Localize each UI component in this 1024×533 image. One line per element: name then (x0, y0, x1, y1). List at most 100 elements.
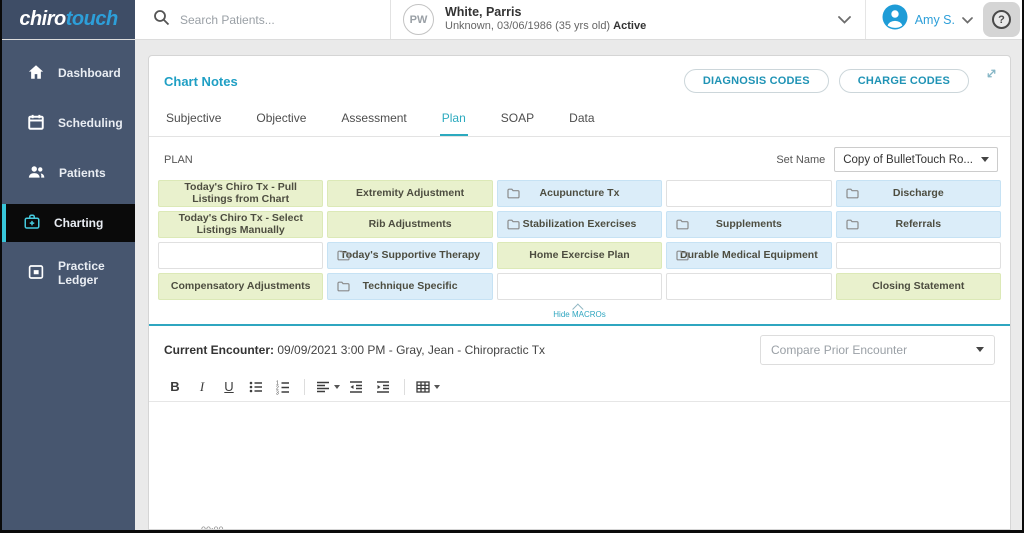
folder-icon (676, 219, 689, 234)
macro-button[interactable]: Acupuncture Tx (496, 180, 663, 207)
sidebar-item-label: Dashboard (58, 66, 121, 80)
underline-button[interactable]: U (224, 379, 234, 395)
hide-macros-toggle[interactable]: Hide MACROs (149, 300, 1010, 324)
sidebar-item-charting[interactable]: Charting (2, 204, 135, 242)
macro-button[interactable]: Durable Medical Equipment (666, 242, 832, 269)
charge-codes-button[interactable]: CHARGE CODES (838, 69, 969, 93)
section-divider (149, 323, 1010, 326)
set-name-value: Copy of BulletTouch Ro... (843, 153, 973, 166)
panel-header: Chart Notes DIAGNOSIS CODES CHARGE CODES (149, 56, 1010, 99)
hide-macros-label: Hide MACROs (553, 310, 606, 319)
patient-status-badge: Active (613, 20, 647, 33)
macro-empty-slot (666, 180, 832, 207)
charting-icon (23, 213, 41, 234)
macro-empty-slot (496, 273, 663, 300)
diagnosis-codes-button[interactable]: DIAGNOSIS CODES (683, 69, 829, 93)
user-menu[interactable]: Amy S. (864, 0, 983, 39)
expand-icon[interactable] (985, 67, 998, 85)
tab-soap[interactable]: SOAP (500, 111, 535, 125)
outdent-button[interactable] (345, 376, 367, 398)
macro-button[interactable]: Extremity Adjustment (327, 180, 493, 207)
folder-icon (845, 219, 859, 234)
folder-icon (507, 188, 520, 203)
macro-button[interactable]: Today's Chiro Tx - Pull Listings from Ch… (158, 180, 324, 207)
sidebar-item-dashboard[interactable]: Dashboard (2, 54, 135, 92)
set-name-group: Set Name Copy of BulletTouch Ro... (776, 147, 998, 172)
note-editor[interactable]: 00:00 (149, 401, 1010, 529)
tab-data[interactable]: Data (569, 111, 595, 125)
ledger-icon (27, 263, 45, 284)
indent-button[interactable] (372, 376, 394, 398)
italic-button[interactable]: I (199, 378, 205, 394)
encounter-row: Current Encounter: 09/09/2021 3:00 PM - … (149, 326, 1010, 373)
search-icon (153, 9, 170, 31)
macro-button[interactable]: Stabilization Exercises (496, 211, 663, 238)
macro-empty-slot (158, 242, 324, 269)
patient-avatar: PW (403, 4, 434, 35)
chirotouch-logo: chiro touch (2, 0, 135, 39)
macro-button[interactable]: Compensatory Adjustments (158, 273, 324, 300)
user-menu-chevron-icon (962, 11, 973, 29)
patient-info: White, Parris Unknown, 03/06/1986 (35 yr… (445, 5, 646, 34)
help-icon: ? (992, 10, 1011, 29)
panel-header-buttons: DIAGNOSIS CODES CHARGE CODES (683, 67, 1000, 95)
macro-button[interactable]: Today's Chiro Tx - Select Listings Manua… (158, 211, 324, 238)
macro-button[interactable]: Supplements (666, 211, 832, 238)
tab-subjective[interactable]: Subjective (166, 111, 222, 125)
set-name-select[interactable]: Copy of BulletTouch Ro... (834, 147, 998, 172)
current-encounter-label: Current Encounter: (164, 342, 275, 357)
sidebar-item-practice-ledger[interactable]: Practice Ledger (2, 254, 135, 292)
user-avatar-icon (882, 4, 908, 35)
macro-button[interactable]: Home Exercise Plan (496, 242, 663, 269)
plan-section-header: PLAN Set Name Copy of BulletTouch Ro... (149, 137, 1010, 179)
folder-icon (676, 250, 689, 265)
align-button[interactable] (315, 376, 340, 398)
compare-prior-encounter-select[interactable]: Compare Prior Encounter (760, 334, 995, 365)
sidebar-item-label: Charting (54, 216, 104, 230)
page-title: Chart Notes (164, 73, 238, 89)
svg-text:1: 1 (276, 380, 279, 386)
banner-collapse-chevron-icon[interactable] (837, 11, 851, 29)
help-button[interactable]: ? (983, 2, 1020, 37)
macro-button[interactable]: Discharge (835, 180, 1001, 207)
macro-button[interactable]: Referrals (835, 211, 1001, 238)
tab-objective[interactable]: Objective (256, 111, 307, 125)
patient-banner: PW White, Parris Unknown, 03/06/1986 (35… (391, 0, 865, 39)
logo-text-chiro: chiro (19, 8, 66, 30)
macro-button[interactable]: Rib Adjustments (327, 211, 493, 238)
macro-button[interactable]: Technique Specific (327, 273, 493, 300)
folder-icon (337, 281, 350, 296)
toolbar-divider (304, 378, 305, 395)
patient-name: White, Parris (445, 4, 522, 19)
macro-button[interactable]: Closing Statement (835, 273, 1001, 300)
patients-icon (27, 163, 46, 184)
sidebar-item-scheduling[interactable]: Scheduling (2, 104, 135, 142)
svg-text:2: 2 (276, 385, 279, 391)
compare-placeholder: Compare Prior Encounter (771, 342, 908, 357)
current-encounter-text: Current Encounter: 09/09/2021 3:00 PM - … (164, 342, 546, 357)
logo-text-touch: touch (65, 8, 118, 30)
table-button[interactable] (415, 376, 440, 398)
search-input[interactable] (180, 12, 350, 27)
caret-down-icon (976, 347, 984, 353)
folder-icon (337, 250, 350, 265)
bullet-list-button[interactable] (245, 376, 267, 398)
sidebar-item-label: Patients (59, 166, 106, 180)
svg-text:3: 3 (276, 390, 279, 395)
body-row: Dashboard Scheduling Patients Charting (2, 40, 1022, 530)
bold-button[interactable]: B (170, 379, 180, 395)
tab-plan[interactable]: Plan (439, 107, 468, 136)
folder-icon (845, 188, 859, 203)
editor-timestamp: 00:00 (201, 525, 224, 529)
macro-button[interactable]: Today's Supportive Therapy (327, 242, 493, 269)
sidebar-item-label: Practice Ledger (58, 259, 105, 287)
caret-down-icon (334, 384, 340, 389)
sidebar-item-patients[interactable]: Patients (2, 154, 135, 192)
macro-empty-slot (666, 273, 832, 300)
section-label: PLAN (164, 153, 193, 166)
tab-assessment[interactable]: Assessment (341, 111, 407, 125)
